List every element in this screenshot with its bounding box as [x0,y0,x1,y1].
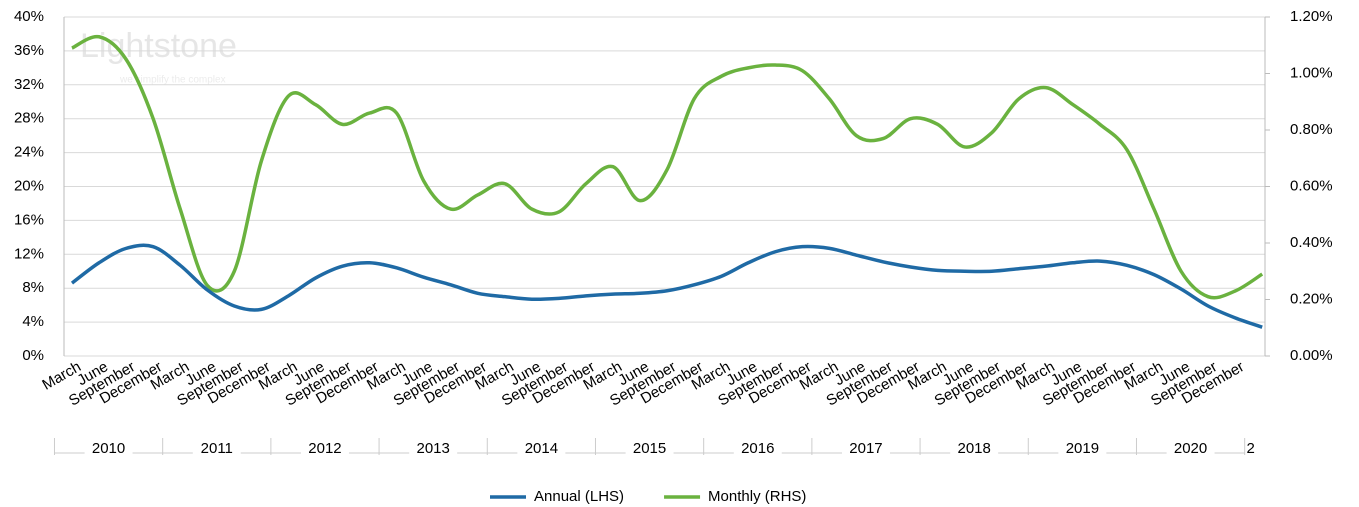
y2-tick-label: 0.00% [1290,347,1333,364]
legend-label: Annual (LHS) [534,488,624,505]
year-label: 2020 [1174,440,1207,457]
year-label: 2016 [741,440,774,457]
watermark-tagline: we simplify the complex [119,75,226,86]
y-tick-label: 12% [14,245,44,262]
series-line [70,243,1263,329]
y-tick-label: 16% [14,211,44,228]
y2-tick-label: 0.20% [1290,290,1333,307]
y-tick-label: 32% [14,76,44,93]
year-label: 2014 [525,440,558,457]
y-tick-label: 20% [14,177,44,194]
y2-tick-label: 0.60% [1290,177,1333,194]
y-tick-label: 24% [14,144,44,161]
year-label: 2019 [1066,440,1099,457]
y2-tick-label: 1.00% [1290,64,1333,81]
series-line [71,34,1264,300]
legend-label: Monthly (RHS) [708,488,806,505]
y-tick-label: 36% [14,42,44,59]
year-label: 2018 [957,440,990,457]
y2-tick-label: 0.80% [1290,121,1333,138]
y-tick-label: 28% [14,110,44,127]
year-label: 2012 [308,440,341,457]
y-tick-label: 4% [22,313,44,330]
year-label: 2011 [201,440,233,457]
watermark: Lightstone [80,27,237,65]
year-label: 2013 [416,440,449,457]
year-label: 2010 [92,440,125,457]
year-label: 2017 [849,440,882,457]
y-tick-label: 40% [14,8,44,25]
year-label: 2015 [633,440,666,457]
y-tick-label: 8% [22,279,44,296]
year-label: 2 [1247,440,1255,457]
y-tick-label: 0% [22,347,44,364]
y2-tick-label: 0.40% [1290,234,1333,251]
y2-tick-label: 1.20% [1290,8,1333,25]
